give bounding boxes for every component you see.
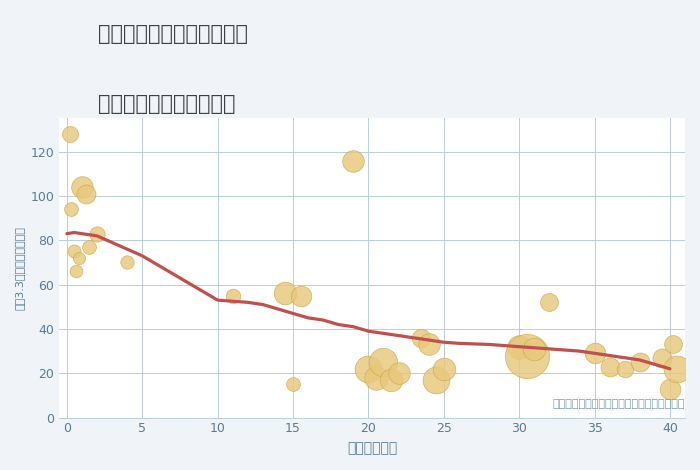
Point <box>393 369 404 377</box>
Point <box>74 254 85 262</box>
Point <box>528 345 540 352</box>
X-axis label: 築年数（年）: 築年数（年） <box>347 441 398 455</box>
Point <box>64 130 76 138</box>
Point <box>227 292 238 299</box>
Point <box>589 350 600 357</box>
Point <box>438 365 449 373</box>
Point <box>76 183 88 191</box>
Point <box>604 363 615 370</box>
Point <box>544 298 555 306</box>
Point <box>122 258 133 266</box>
Text: 兵庫県姫路市安富町末広の: 兵庫県姫路市安富町末広の <box>98 24 248 44</box>
Text: 円の大きさは、取引のあった物件面積を示す: 円の大きさは、取引のあった物件面積を示す <box>552 399 685 408</box>
Point <box>348 157 359 164</box>
Point <box>672 365 683 373</box>
Y-axis label: 坪（3.3㎡）単価（万円）: 坪（3.3㎡）単価（万円） <box>15 226 25 310</box>
Point <box>514 343 525 351</box>
Point <box>66 205 77 213</box>
Point <box>288 381 299 388</box>
Point <box>80 190 92 197</box>
Point <box>619 365 630 373</box>
Point <box>664 385 676 392</box>
Point <box>370 374 382 382</box>
Point <box>386 376 397 384</box>
Point <box>634 359 645 366</box>
Point <box>280 290 291 297</box>
Point <box>521 352 532 359</box>
Point <box>69 248 80 255</box>
Text: 築年数別中古戸建て価格: 築年数別中古戸建て価格 <box>98 94 235 114</box>
Point <box>92 230 103 237</box>
Point <box>70 267 81 275</box>
Point <box>295 292 306 299</box>
Point <box>667 341 678 348</box>
Point <box>430 376 442 384</box>
Point <box>363 365 374 373</box>
Point <box>423 341 434 348</box>
Point <box>84 243 95 251</box>
Point <box>416 334 427 342</box>
Point <box>657 354 668 361</box>
Point <box>378 359 389 366</box>
